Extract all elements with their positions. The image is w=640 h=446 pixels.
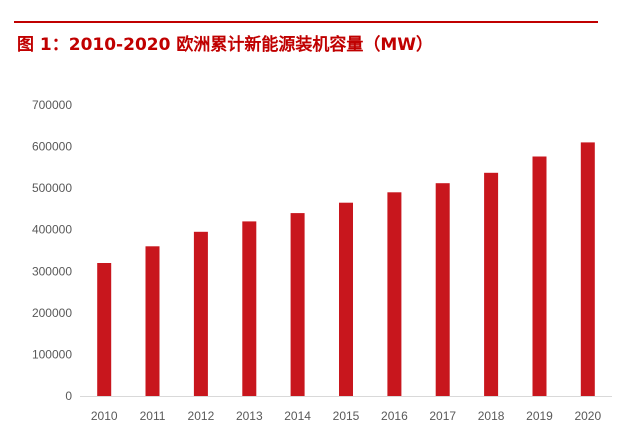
x-tick-label: 2014 <box>284 409 311 423</box>
y-tick-label: 300000 <box>32 264 72 278</box>
y-axis-ticks: 0 100000 200000 300000 400000 500000 600000 700… <box>32 98 72 403</box>
x-tick-label: 2015 <box>333 409 360 423</box>
bar-2016 <box>387 192 402 396</box>
y-tick-label: 700000 <box>32 98 72 112</box>
bar-2012 <box>193 231 208 396</box>
y-tick-label: 100000 <box>32 347 72 361</box>
x-tick-label: 2020 <box>574 409 601 423</box>
x-tick-label: 2016 <box>381 409 408 423</box>
bar-2014 <box>290 213 305 396</box>
y-tick-label: 0 <box>65 389 72 403</box>
x-tick-label: 2012 <box>188 409 215 423</box>
bar-2019 <box>532 156 547 396</box>
bar-2020 <box>580 142 595 396</box>
y-tick-label: 500000 <box>32 181 72 195</box>
y-tick-label: 400000 <box>32 223 72 237</box>
x-tick-label: 2019 <box>526 409 553 423</box>
x-tick-label: 2018 <box>478 409 505 423</box>
y-tick-label: 600000 <box>32 140 72 154</box>
bar-2015 <box>339 202 353 396</box>
bar-2010 <box>97 263 112 396</box>
x-axis-ticks: 2010 2011 2012 2013 2014 2015 2016 2017 2018 2019… <box>91 409 602 423</box>
bar-2018 <box>484 172 499 396</box>
title-rule <box>14 21 598 23</box>
y-tick-label: 200000 <box>32 306 72 320</box>
bar-2017 <box>435 183 450 396</box>
bar-2013 <box>242 221 257 396</box>
bars <box>97 142 595 396</box>
x-tick-label: 2013 <box>236 409 263 423</box>
chart-title: 图 1：2010-2020 欧洲累计新能源装机容量（MW） <box>17 35 434 55</box>
x-tick-label: 2011 <box>140 409 166 423</box>
bar-2011 <box>145 246 160 396</box>
x-tick-label: 2017 <box>429 409 456 423</box>
x-tick-label: 2010 <box>91 409 118 423</box>
